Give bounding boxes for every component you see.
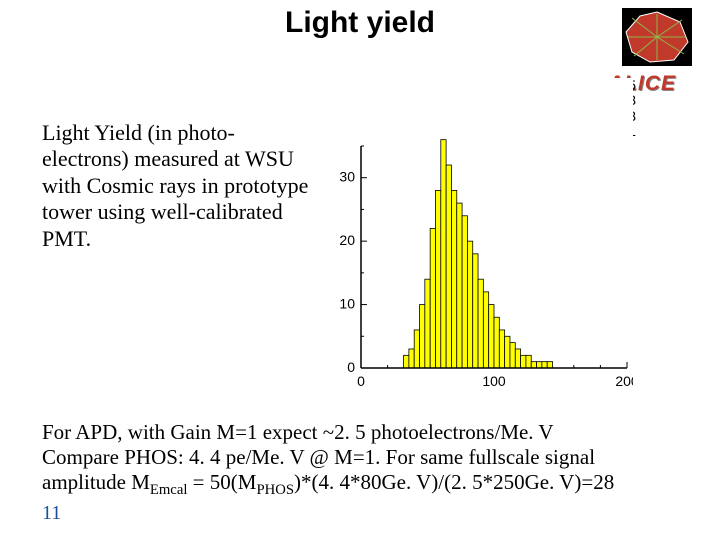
svg-text:200: 200 (615, 373, 633, 389)
description-text: Light Yield (in photo-electrons) measure… (42, 120, 312, 252)
alice-detector-logo (622, 8, 692, 66)
footer-line1: For APD, with Gain M=1 expect ~2. 5 phot… (42, 420, 682, 445)
slide-title: Light yield (0, 6, 720, 40)
footer-line3: amplitude MEmcal = 50(MPHOS)*(4. 4*80Ge.… (42, 470, 682, 500)
footer-sub-phos: PHOS (256, 483, 294, 499)
footer-l3c: )*(4. 4*80Ge. V)/(2. 5*250Ge. V)=28 (294, 470, 614, 494)
svg-text:10: 10 (339, 296, 355, 312)
svg-text:30: 30 (339, 169, 355, 185)
svg-text:0: 0 (357, 373, 365, 389)
footer-sub-emcal: Emcal (150, 483, 188, 499)
svg-text:0: 0 (347, 359, 355, 375)
page-number: 11 (42, 502, 61, 525)
svg-text:20: 20 (339, 232, 355, 248)
svg-text:100: 100 (482, 373, 506, 389)
footer-line2: Compare PHOS: 4. 4 pe/Me. V @ M=1. For s… (42, 445, 682, 470)
footer-l3b: = 50(M (187, 470, 256, 494)
footer-text: For APD, with Gain M=1 expect ~2. 5 phot… (42, 420, 682, 500)
histogram-chart: 0 10 20 30 0 100 200 (323, 78, 633, 398)
footer-l3a: amplitude M (42, 470, 150, 494)
